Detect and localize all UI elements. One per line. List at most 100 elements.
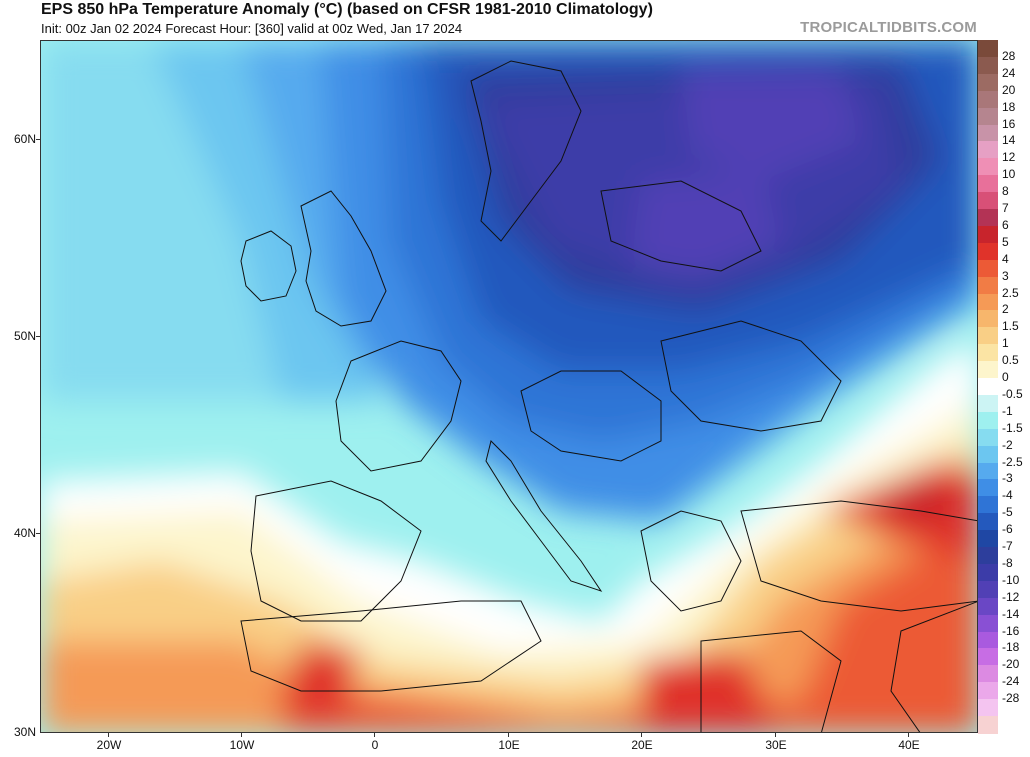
colorbar-label: 1.5 xyxy=(1002,319,1019,334)
lat-label-30n: 30N xyxy=(13,725,36,739)
colorbar-label: 5 xyxy=(1002,234,1009,249)
colorbar-cell xyxy=(978,344,998,362)
colorbar-label: 7 xyxy=(1002,201,1009,216)
colorbar-label: 8 xyxy=(1002,184,1009,199)
lon-tick xyxy=(374,733,375,737)
colorbar-label: 0 xyxy=(1002,370,1009,385)
lon-label-20e: 20E xyxy=(631,738,653,752)
colorbar-label: 3 xyxy=(1002,268,1009,283)
colorbar-cell xyxy=(978,158,998,176)
colorbar-cell xyxy=(978,716,998,734)
colorbar-cell xyxy=(978,209,998,227)
colorbar-label: -12 xyxy=(1002,589,1020,604)
colorbar-label: 28 xyxy=(1002,48,1016,63)
lat-label-50n: 50N xyxy=(13,329,36,343)
colorbar-cell xyxy=(978,141,998,159)
colorbar-cell xyxy=(978,547,998,565)
colorbar-cell xyxy=(978,293,998,312)
colorbar-label: -14 xyxy=(1002,606,1020,621)
colorbar-label: 14 xyxy=(1002,133,1016,148)
colorbar-cell xyxy=(978,479,998,497)
colorbar-cell xyxy=(978,225,998,244)
colorbar-label: 6 xyxy=(1002,217,1009,232)
colorbar-cell xyxy=(978,242,998,261)
colorbar-label: -16 xyxy=(1002,623,1020,638)
colorbar-cell xyxy=(978,378,998,396)
lon-tick xyxy=(641,733,642,737)
lon-tick xyxy=(241,733,242,737)
colorbar-label: 18 xyxy=(1002,99,1016,114)
colorbar-label: -2 xyxy=(1002,437,1013,452)
lat-label-60n: 60N xyxy=(13,132,36,146)
colorbar-cell xyxy=(978,56,998,75)
colorbar-label: -20 xyxy=(1002,657,1020,672)
lon-tick xyxy=(908,733,909,737)
colorbar-label: 2 xyxy=(1002,302,1009,317)
anomaly-map xyxy=(40,40,978,733)
colorbar-cell xyxy=(978,361,998,379)
colorbar-label: -2.5 xyxy=(1002,454,1023,469)
colorbar-label: -4 xyxy=(1002,488,1013,503)
chart-title: EPS 850 hPa Temperature Anomaly (°C) (ba… xyxy=(41,1,653,18)
colorbar-label: -0.5 xyxy=(1002,386,1023,401)
colorbar-label: 4 xyxy=(1002,251,1009,266)
lat-tick xyxy=(36,336,40,337)
lat-tick xyxy=(36,533,40,534)
colorbar-label: -3 xyxy=(1002,471,1013,486)
colorbar-cell xyxy=(978,597,998,616)
colorbar-cell xyxy=(978,580,998,599)
colorbar-label: 12 xyxy=(1002,150,1016,165)
colorbar-label: 20 xyxy=(1002,82,1016,97)
colorbar-label: -18 xyxy=(1002,640,1020,655)
colorbar-label: -1 xyxy=(1002,403,1013,418)
colorbar-label: -10 xyxy=(1002,572,1020,587)
colorbar-cell xyxy=(978,445,998,464)
colorbar-cell xyxy=(978,614,998,633)
colorbar-cell xyxy=(978,90,998,109)
lon-label-30e: 30E xyxy=(765,738,787,752)
map-canvas xyxy=(41,41,977,732)
colorbar-label: 0.5 xyxy=(1002,353,1019,368)
lon-label-40e: 40E xyxy=(898,738,920,752)
colorbar-cell xyxy=(978,682,998,700)
lon-tick xyxy=(508,733,509,737)
colorbar-label: -5 xyxy=(1002,505,1013,520)
colorbar-cell xyxy=(978,665,998,683)
lon-label-20w: 20W xyxy=(96,738,122,752)
colorbar-cell xyxy=(978,73,998,92)
colorbar-cell xyxy=(978,428,998,447)
chart-subtitle: Init: 00z Jan 02 2024 Forecast Hour: [36… xyxy=(41,21,463,36)
colorbar-label: 24 xyxy=(1002,65,1016,80)
colorbar-cell xyxy=(978,107,998,126)
lon-label-10e: 10E xyxy=(498,738,520,752)
colorbar-cell xyxy=(978,276,998,295)
lat-label-40n: 40N xyxy=(13,526,36,540)
colorbar-label: -6 xyxy=(1002,522,1013,537)
colorbar-cell xyxy=(978,175,998,193)
colorbar-label: 16 xyxy=(1002,116,1016,131)
lon-tick xyxy=(775,733,776,737)
watermark: TROPICALTIDBITS.COM xyxy=(800,19,977,36)
colorbar-cell xyxy=(978,513,998,531)
colorbar xyxy=(978,40,998,734)
coastlines xyxy=(240,60,977,732)
colorbar-cell xyxy=(978,124,998,142)
colorbar-cell xyxy=(978,462,998,481)
colorbar-cell xyxy=(978,530,998,548)
colorbar-cell xyxy=(978,259,998,278)
colorbar-cell xyxy=(978,327,998,345)
colorbar-label: -1.5 xyxy=(1002,420,1023,435)
colorbar-cell xyxy=(978,648,998,666)
colorbar-cell xyxy=(978,310,998,328)
lon-label-10w: 10W xyxy=(229,738,255,752)
colorbar-cell xyxy=(978,496,998,514)
colorbar-label: 1 xyxy=(1002,336,1009,351)
colorbar-cell xyxy=(978,192,998,210)
colorbar-cell xyxy=(978,394,998,413)
colorbar-label: -24 xyxy=(1002,674,1020,689)
colorbar-cell xyxy=(978,411,998,430)
colorbar-cell xyxy=(978,563,998,582)
colorbar-label: -28 xyxy=(1002,691,1020,706)
lat-tick xyxy=(36,139,40,140)
colorbar-label: -7 xyxy=(1002,539,1013,554)
